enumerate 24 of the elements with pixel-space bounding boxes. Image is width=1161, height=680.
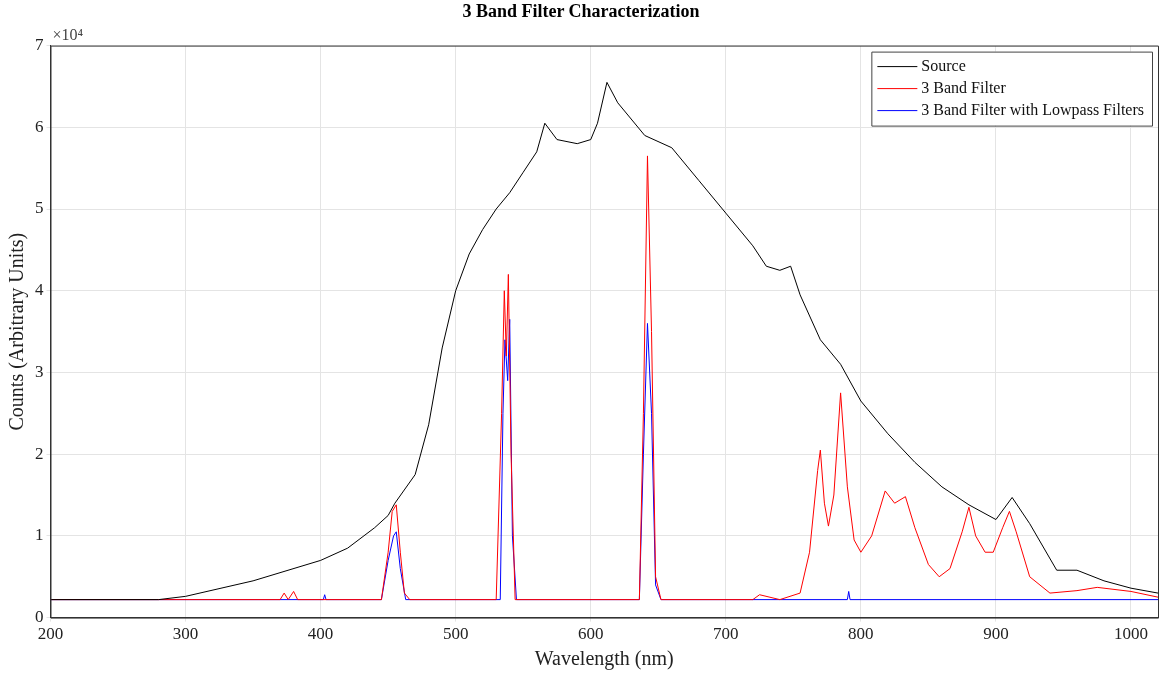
y-tick-label: 1	[35, 525, 44, 545]
y-tick-label: 0	[35, 607, 44, 627]
x-tick-label: 900	[983, 624, 1009, 644]
legend-label: Source	[921, 56, 966, 74]
x-tick-label: 600	[577, 624, 604, 644]
text: ×10⁴	[52, 25, 84, 43]
x-tick-label: 1000	[1113, 624, 1148, 644]
y-tick-label: 7	[35, 35, 44, 55]
y-tick-label: 2	[35, 443, 44, 463]
y-tick-label: 4	[35, 280, 44, 300]
x-tick-label: 400	[307, 624, 334, 644]
x-tick-label: 200	[37, 624, 64, 644]
y-tick-label: 6	[35, 116, 44, 136]
legend-label: 3 Band Filter with Lowpass Filters	[921, 100, 1144, 119]
x-axis-title: Wavelength (nm)	[534, 647, 674, 671]
legend-label: 3 Band Filter	[921, 78, 1007, 96]
chart-title: 3 Band Filter Characterization	[462, 1, 700, 22]
x-tick-label: 500	[442, 624, 469, 644]
x-tick-label: 700	[713, 624, 739, 644]
x-tick-label: 800	[848, 624, 874, 644]
y-tick-label: 5	[35, 198, 44, 218]
y-axis-title: Counts (Arbitrary Units)	[5, 232, 29, 431]
x-tick-label: 300	[172, 624, 199, 644]
y-tick-label: 3	[35, 361, 44, 381]
